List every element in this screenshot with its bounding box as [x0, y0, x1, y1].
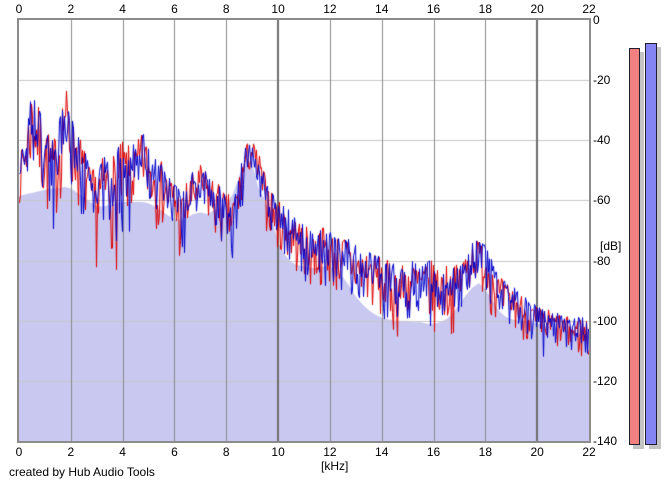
y-tick-label: -40 — [593, 133, 611, 148]
x-tick-label: 12 — [323, 2, 337, 16]
y-tick-label: -100 — [593, 313, 618, 328]
x-tick-label: 0 — [15, 445, 23, 459]
y-tick-label: -20 — [593, 73, 611, 88]
x-tick-label: 4 — [119, 2, 126, 16]
spectrum-canvas — [19, 20, 589, 441]
x-tick-label: 22 — [582, 2, 596, 16]
x-tick-label: 14 — [375, 445, 389, 459]
x-tick-label: 22 — [582, 445, 596, 459]
x-tick-label: 16 — [426, 2, 441, 16]
y-tick-label: -120 — [593, 373, 618, 388]
y-tick-label: -60 — [593, 193, 611, 208]
x-tick-label: 18 — [478, 2, 493, 16]
x-tick-label: 20 — [530, 445, 544, 459]
x-tick-label: 6 — [171, 2, 178, 16]
x-tick-label: 0 — [15, 2, 23, 16]
x-tick-label: 10 — [271, 445, 285, 459]
x-tick-label: 2 — [67, 445, 75, 459]
x-tick-label: 12 — [323, 445, 337, 459]
x-tick-label: 4 — [119, 445, 126, 459]
y-tick-label: 0 — [593, 13, 600, 27]
y-tick-label: -80 — [593, 253, 611, 268]
spectrum-plot-frame — [17, 18, 591, 443]
x-tick-label: 8 — [222, 2, 230, 16]
x-tick-label: 8 — [222, 445, 230, 459]
x-tick-label: 18 — [478, 445, 493, 459]
x-tick-label: 14 — [375, 2, 389, 16]
level-meter-red-bar — [629, 47, 640, 445]
y-axis-unit-label: [dB] — [600, 239, 622, 253]
x-axis-unit-label: [kHz] — [321, 459, 349, 473]
level-meter-blue-bar — [645, 42, 657, 445]
x-tick-label: 2 — [67, 2, 75, 16]
x-tick-label: 6 — [171, 445, 178, 459]
x-tick-label: 10 — [271, 2, 285, 16]
y-tick-label: -140 — [593, 434, 618, 448]
x-tick-label: 16 — [426, 445, 441, 459]
credit-text: created by Hub Audio Tools — [9, 465, 155, 479]
x-tick-label: 20 — [530, 2, 544, 16]
